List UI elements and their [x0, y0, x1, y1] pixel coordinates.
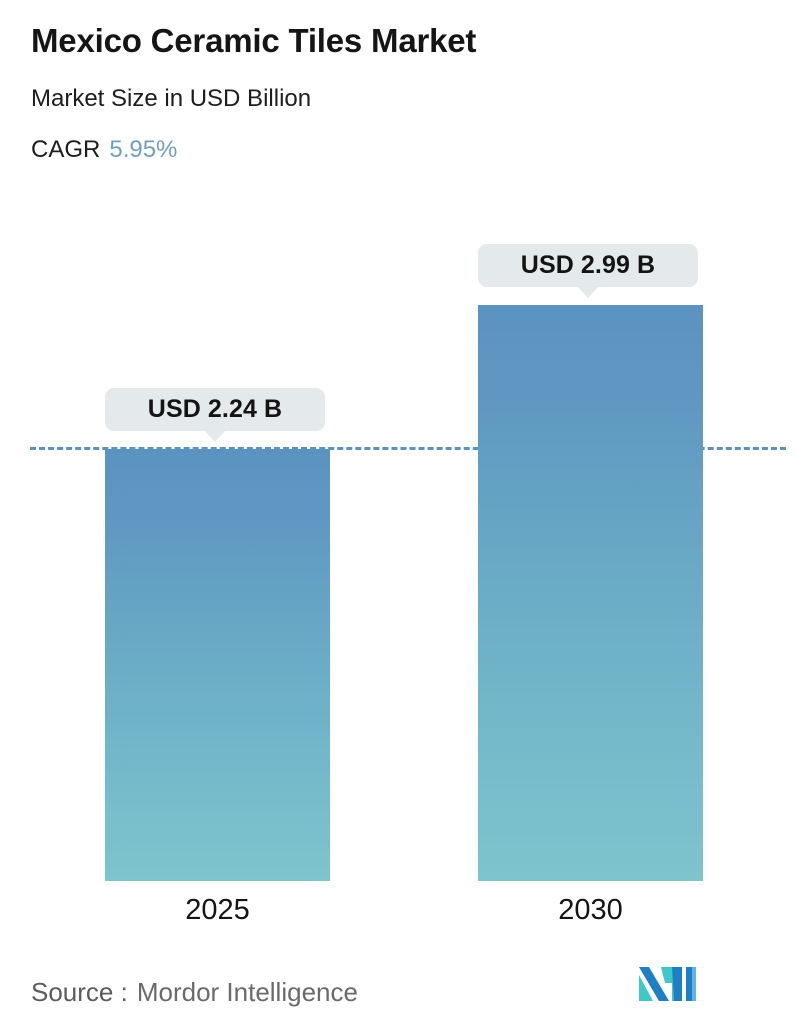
x-axis-label-2025: 2025	[185, 894, 250, 926]
source-label: Source :	[31, 977, 128, 1007]
data-label-2025: USD 2.24 B	[105, 388, 325, 442]
source-line: Source : Mordor Intelligence	[31, 977, 358, 1008]
x-axis-label-2030: 2030	[558, 894, 623, 926]
cagr-value: 5.95%	[109, 136, 178, 163]
data-label-2030: USD 2.99 B	[478, 244, 698, 298]
source-name: Mordor Intelligence	[136, 977, 358, 1007]
chart-subtitle: Market Size in USD Billion	[31, 85, 312, 112]
cagr-row: CAGR 5.95%	[31, 136, 177, 164]
reference-dashed-line	[30, 447, 786, 450]
page-title: Mexico Ceramic Tiles Market	[31, 22, 477, 59]
cagr-label: CAGR	[31, 136, 101, 163]
mordor-intelligence-logo-icon	[639, 961, 701, 1001]
bar-2030	[478, 305, 703, 881]
bar-2025	[105, 449, 330, 881]
